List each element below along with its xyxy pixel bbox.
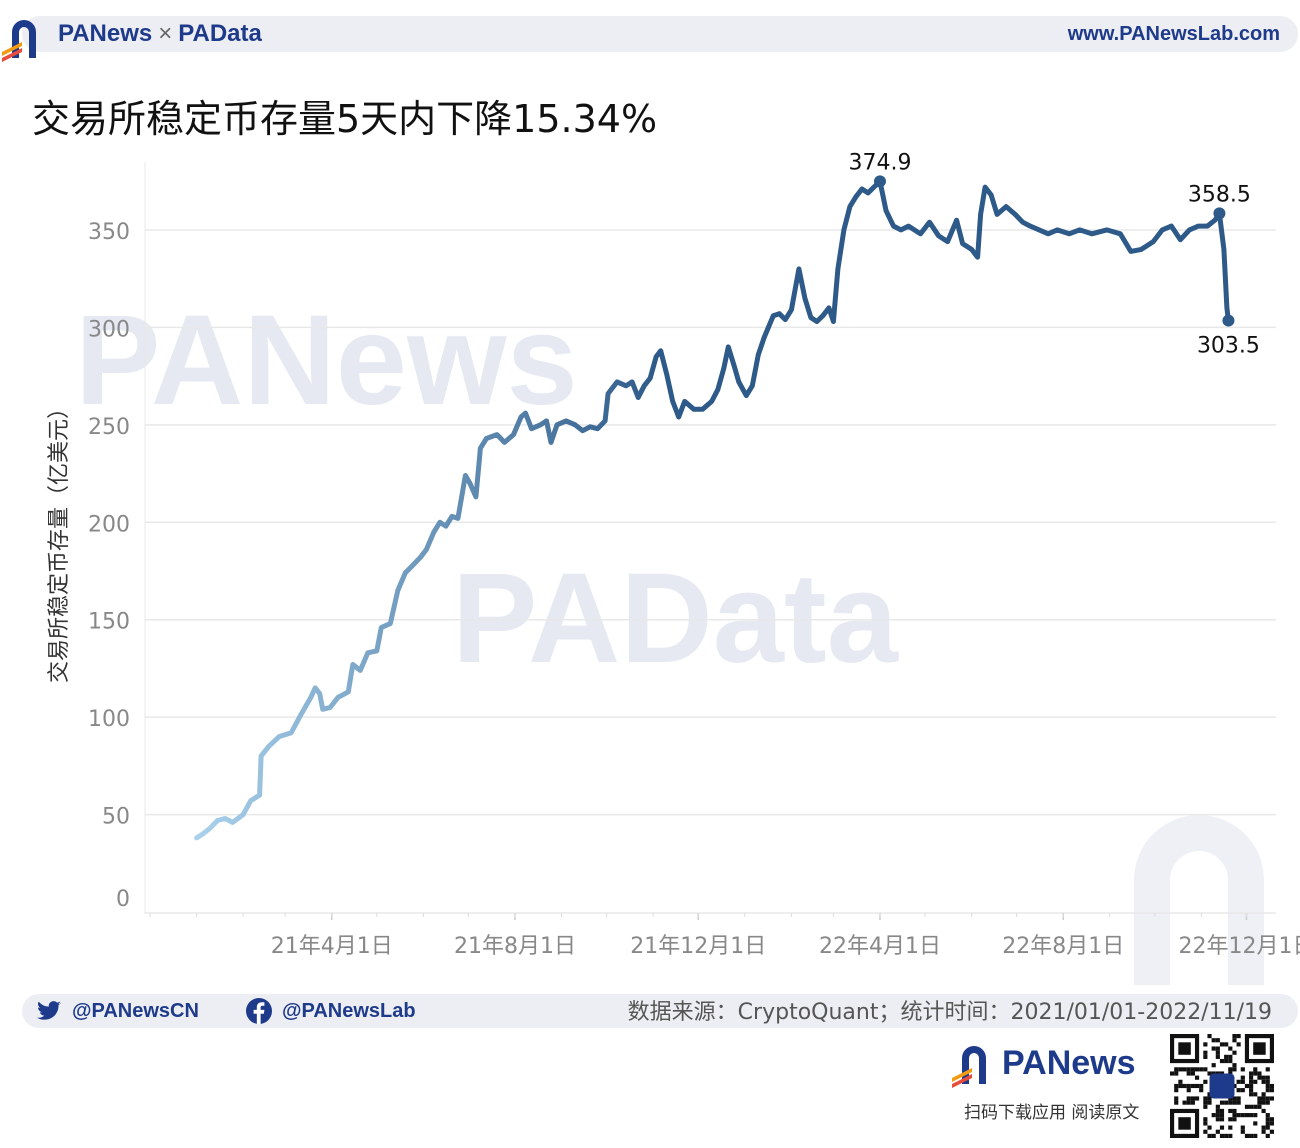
watermarks: PANews PAData bbox=[75, 289, 1264, 985]
series-line bbox=[194, 178, 1231, 841]
panews-logo-icon bbox=[2, 20, 36, 62]
y-tick-label: 200 bbox=[88, 512, 130, 537]
x-tick-label: 21年4月1日 bbox=[271, 934, 393, 959]
twitter-label: @PANewsCN bbox=[72, 999, 199, 1022]
y-axis-label: 交易所稳定币存量（亿美元） bbox=[47, 397, 72, 683]
y-tick-label: 0 bbox=[116, 887, 130, 912]
gridlines bbox=[145, 229, 1276, 914]
annotation-point bbox=[1213, 207, 1226, 220]
y-tick-labels: 0 50 100 150 200 250 300 350 bbox=[88, 220, 130, 912]
annotation-label: 374.9 bbox=[848, 150, 911, 175]
annotations: 374.9 358.5 303.5 bbox=[848, 150, 1259, 358]
bottom-brand-name: PANews bbox=[1002, 1044, 1136, 1082]
x-tick-label: 22年4月1日 bbox=[819, 934, 941, 959]
panews-logo-icon-bottom bbox=[952, 1046, 986, 1088]
x-tick-label: 22年8月1日 bbox=[1002, 934, 1124, 959]
brand-right: PAData bbox=[178, 20, 262, 47]
y-tick-label: 150 bbox=[88, 610, 130, 635]
footer-bar bbox=[22, 994, 1298, 1028]
header-bar: PANews × PAData www.PANewsLab.com bbox=[0, 12, 1300, 62]
brand-left: PANews bbox=[58, 20, 153, 47]
bottom-brand-subtitle: 扫码下载应用 阅读原文 bbox=[964, 1103, 1140, 1123]
brand-separator: × bbox=[158, 20, 173, 47]
annotation-label: 358.5 bbox=[1188, 182, 1251, 207]
x-tick-label: 22年12月1日 bbox=[1178, 934, 1300, 959]
y-tick-label: 350 bbox=[88, 220, 130, 245]
chart-title: 交易所稳定币存量5天内下降15.34% bbox=[32, 97, 658, 141]
watermark-logo-icon bbox=[1134, 815, 1264, 985]
annotation-point bbox=[873, 175, 886, 188]
series-line-path bbox=[194, 178, 1231, 841]
y-tick-label: 100 bbox=[88, 707, 130, 732]
data-source-note: 数据来源：CryptoQuant；统计时间：2021/01/01-2022/11… bbox=[627, 1000, 1272, 1025]
facebook-handle[interactable]: @PANewsLab bbox=[246, 998, 416, 1024]
twitter-icon bbox=[37, 1001, 61, 1020]
facebook-label: @PANewsLab bbox=[282, 999, 416, 1022]
qr-code-icon[interactable] bbox=[1170, 1034, 1274, 1138]
annotation-point bbox=[1222, 314, 1235, 327]
twitter-handle[interactable]: @PANewsCN bbox=[36, 998, 199, 1024]
x-tick-labels: 21年4月1日 21年8月1日 21年12月1日 22年4月1日 22年8月1日 22年1… bbox=[149, 913, 1300, 959]
header-background bbox=[22, 16, 1298, 52]
watermark-panews: PANews bbox=[75, 289, 578, 432]
x-tick-label: 21年12月1日 bbox=[630, 934, 766, 959]
annotation-label: 303.5 bbox=[1197, 334, 1260, 359]
y-tick-label: 50 bbox=[102, 805, 130, 830]
watermark-padata: PAData bbox=[452, 547, 899, 690]
x-tick-label: 21年8月1日 bbox=[454, 934, 576, 959]
y-tick-label: 250 bbox=[88, 415, 130, 440]
y-tick-label: 300 bbox=[88, 317, 130, 342]
facebook-icon bbox=[246, 998, 272, 1024]
brand-title: PANews × PAData bbox=[58, 20, 262, 48]
bottom-brand: PANews 扫码下载应用 阅读原文 bbox=[952, 1036, 1162, 1126]
site-url[interactable]: www.PANewsLab.com bbox=[1067, 23, 1280, 45]
